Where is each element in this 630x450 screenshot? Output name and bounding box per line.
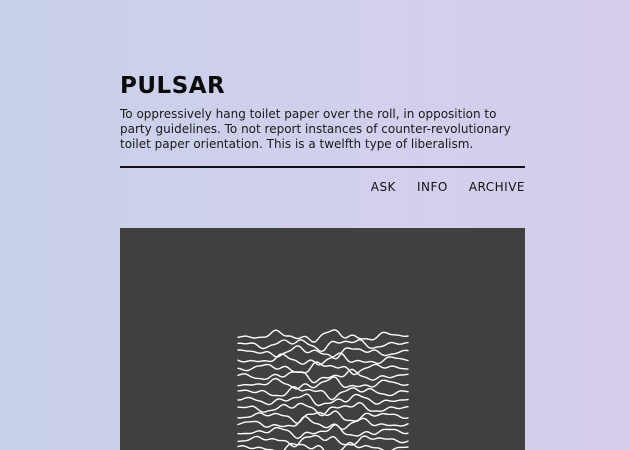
waveform-line	[237, 416, 409, 430]
nav-link-info[interactable]: INFO	[416, 180, 448, 194]
blog-description: To oppressively hang toilet paper over t…	[120, 107, 511, 151]
waveform-line	[237, 393, 409, 407]
waveform-line	[237, 423, 409, 440]
header-divider	[120, 166, 525, 168]
nav-link-archive[interactable]: ARCHIVE	[468, 180, 525, 194]
blog-title[interactable]: PULSAR	[120, 73, 226, 99]
nav-link-ask[interactable]: ASK	[370, 180, 396, 194]
waveform-line	[237, 434, 409, 448]
waveform-line	[237, 368, 409, 384]
blog-header: PULSAR To oppressively hang toilet paper…	[120, 72, 525, 152]
waveform-line	[237, 329, 409, 343]
waveform-line	[237, 410, 409, 424]
waveform-line	[237, 376, 409, 390]
waveform-line	[237, 345, 409, 360]
post-image[interactable]	[120, 228, 525, 450]
blog-nav: ASK INFO ARCHIVE	[371, 180, 525, 194]
waveform-line	[237, 441, 409, 450]
waveform-line	[237, 361, 409, 376]
pulsar-waveform-icon	[237, 329, 409, 450]
waveform-line	[237, 352, 409, 366]
waveform-line	[237, 385, 409, 401]
waveform-line	[237, 339, 409, 353]
waveform-line	[237, 401, 409, 417]
